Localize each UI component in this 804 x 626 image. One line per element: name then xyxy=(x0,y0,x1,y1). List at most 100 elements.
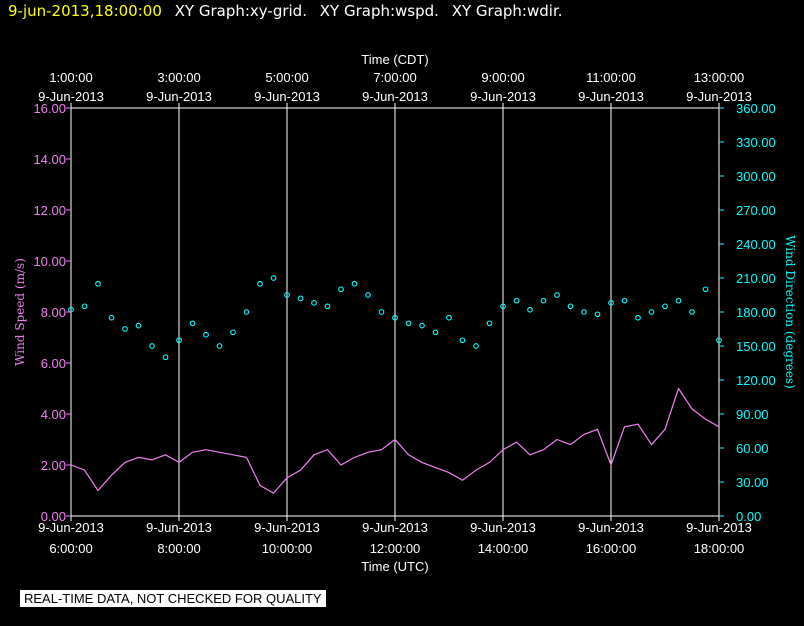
wdir-series xyxy=(68,275,722,361)
wdir-point xyxy=(527,306,533,313)
top-tick-time: 11:00:00 xyxy=(586,70,636,85)
wdir-point xyxy=(176,337,182,344)
wdir-point xyxy=(554,292,560,298)
wdir-point xyxy=(122,326,128,332)
bottom-axis-title: Time (UTC) xyxy=(361,559,428,574)
wdir-point xyxy=(108,314,115,321)
wdir-point xyxy=(581,309,587,315)
wdir-point xyxy=(81,303,88,310)
bottom-tick-time: 18:00:00 xyxy=(694,541,745,556)
top-tick-time: 9:00:00 xyxy=(481,70,524,85)
wdir-point xyxy=(405,320,412,327)
right-tick-label: 0.00 xyxy=(736,509,761,524)
wdir-point xyxy=(149,343,155,349)
bottom-tick-time: 12:00:00 xyxy=(370,541,421,556)
left-tick-label: 2.00 xyxy=(41,458,66,473)
wdir-point xyxy=(284,292,290,298)
bottom-tick-date: 9-Jun-2013 xyxy=(146,520,212,535)
wdir-point xyxy=(716,337,722,344)
header-graph-label-wspd: XY Graph:wspd. xyxy=(319,2,439,20)
right-tick-label: 240.00 xyxy=(736,237,776,252)
bottom-tick-time: 16:00:00 xyxy=(586,541,637,556)
wdir-point xyxy=(473,343,479,349)
bottom-tick-date: 9-Jun-2013 xyxy=(470,520,536,535)
right-tick-label: 150.00 xyxy=(736,339,776,354)
bottom-tick-time: 10:00:00 xyxy=(262,541,313,556)
bottom-tick-time: 14:00:00 xyxy=(478,541,529,556)
top-tick-date: 9-Jun-2013 xyxy=(146,89,212,104)
right-tick-label: 330.00 xyxy=(736,135,776,150)
top-tick-date: 9-Jun-2013 xyxy=(686,89,752,104)
top-tick-time: 5:00:00 xyxy=(265,70,308,85)
wdir-point xyxy=(257,280,263,287)
wdir-point xyxy=(567,303,574,310)
wdir-point xyxy=(270,275,277,281)
left-tick-label: 8.00 xyxy=(41,305,66,320)
top-axis-title: Time (CDT) xyxy=(361,52,428,67)
right-tick-label: 60.00 xyxy=(736,441,769,456)
top-tick-date: 9-Jun-2013 xyxy=(578,89,644,104)
top-tick-date: 9-Jun-2013 xyxy=(38,89,104,104)
wdir-point xyxy=(419,322,425,329)
left-tick-label: 0.00 xyxy=(41,509,66,524)
wdir-point xyxy=(459,337,466,344)
chart-header: 9-jun-2013,18:00:00 XY Graph:xy-grid. XY… xyxy=(8,2,563,20)
wdir-point xyxy=(540,297,547,304)
top-tick-time: 3:00:00 xyxy=(157,70,200,85)
wdir-point xyxy=(365,292,371,298)
header-timestamp: 9-jun-2013,18:00:00 xyxy=(8,2,162,20)
wdir-point xyxy=(135,322,142,329)
right-tick-label: 360.00 xyxy=(736,101,776,116)
left-tick-label: 14.00 xyxy=(33,152,66,167)
top-tick-time: 7:00:00 xyxy=(373,70,416,85)
wdir-point xyxy=(702,286,709,293)
wdir-point xyxy=(648,309,655,315)
top-tick-date: 9-Jun-2013 xyxy=(362,89,428,104)
right-tick-label: 180.00 xyxy=(736,305,776,320)
wdir-point xyxy=(95,280,101,287)
grid-lines xyxy=(178,108,612,516)
right-tick-label: 210.00 xyxy=(736,271,776,286)
wdir-point xyxy=(311,300,317,306)
wdir-point xyxy=(689,309,695,315)
left-tick-label: 6.00 xyxy=(41,356,66,371)
right-tick-label: 30.00 xyxy=(736,475,769,490)
bottom-tick-date: 9-Jun-2013 xyxy=(362,520,428,535)
header-graph-label-wdir: XY Graph:wdir. xyxy=(451,2,563,20)
wdir-point xyxy=(486,320,493,327)
left-tick-label: 16.00 xyxy=(33,101,66,116)
wdir-point xyxy=(392,314,398,321)
bottom-tick-date: 9-Jun-2013 xyxy=(686,520,752,535)
left-tick-label: 4.00 xyxy=(41,407,66,422)
wdir-point xyxy=(351,280,358,287)
wdir-point xyxy=(378,309,385,315)
wdir-point xyxy=(446,314,452,321)
wdir-point xyxy=(324,303,331,310)
wdir-point xyxy=(297,295,304,302)
wdir-point xyxy=(608,300,614,306)
wdir-point xyxy=(216,343,223,349)
bottom-tick-date: 9-Jun-2013 xyxy=(254,520,320,535)
bottom-tick-time: 8:00:00 xyxy=(157,541,200,556)
bottom-tick-date: 9-Jun-2013 xyxy=(38,520,104,535)
axes: 9-Jun-2013 6:00:00 9-Jun-2013 8:00:00 9-Jun-… xyxy=(13,52,797,574)
wdir-point xyxy=(594,311,601,318)
top-tick-time: 1:00:00 xyxy=(49,70,92,85)
wdir-point xyxy=(243,309,250,315)
top-tick-date: 9-Jun-2013 xyxy=(254,89,320,104)
wdir-point xyxy=(432,329,439,336)
right-tick-label: 120.00 xyxy=(736,373,776,388)
right-tick-label: 90.00 xyxy=(736,407,769,422)
right-tick-label: 300.00 xyxy=(736,169,776,184)
right-tick-label: 270.00 xyxy=(736,203,776,218)
bottom-tick-time: 6:00:00 xyxy=(49,541,92,556)
header-graph-label-grid: XY Graph:xy-grid. xyxy=(174,2,307,20)
wspd-series xyxy=(70,387,720,494)
wdir-point xyxy=(635,314,641,321)
left-axis-label: Wind Speed (m/s) xyxy=(13,258,27,366)
wdir-point xyxy=(513,297,520,304)
left-tick-label: 10.00 xyxy=(33,254,66,269)
wspd-line xyxy=(70,387,720,494)
wdir-point xyxy=(662,303,668,310)
